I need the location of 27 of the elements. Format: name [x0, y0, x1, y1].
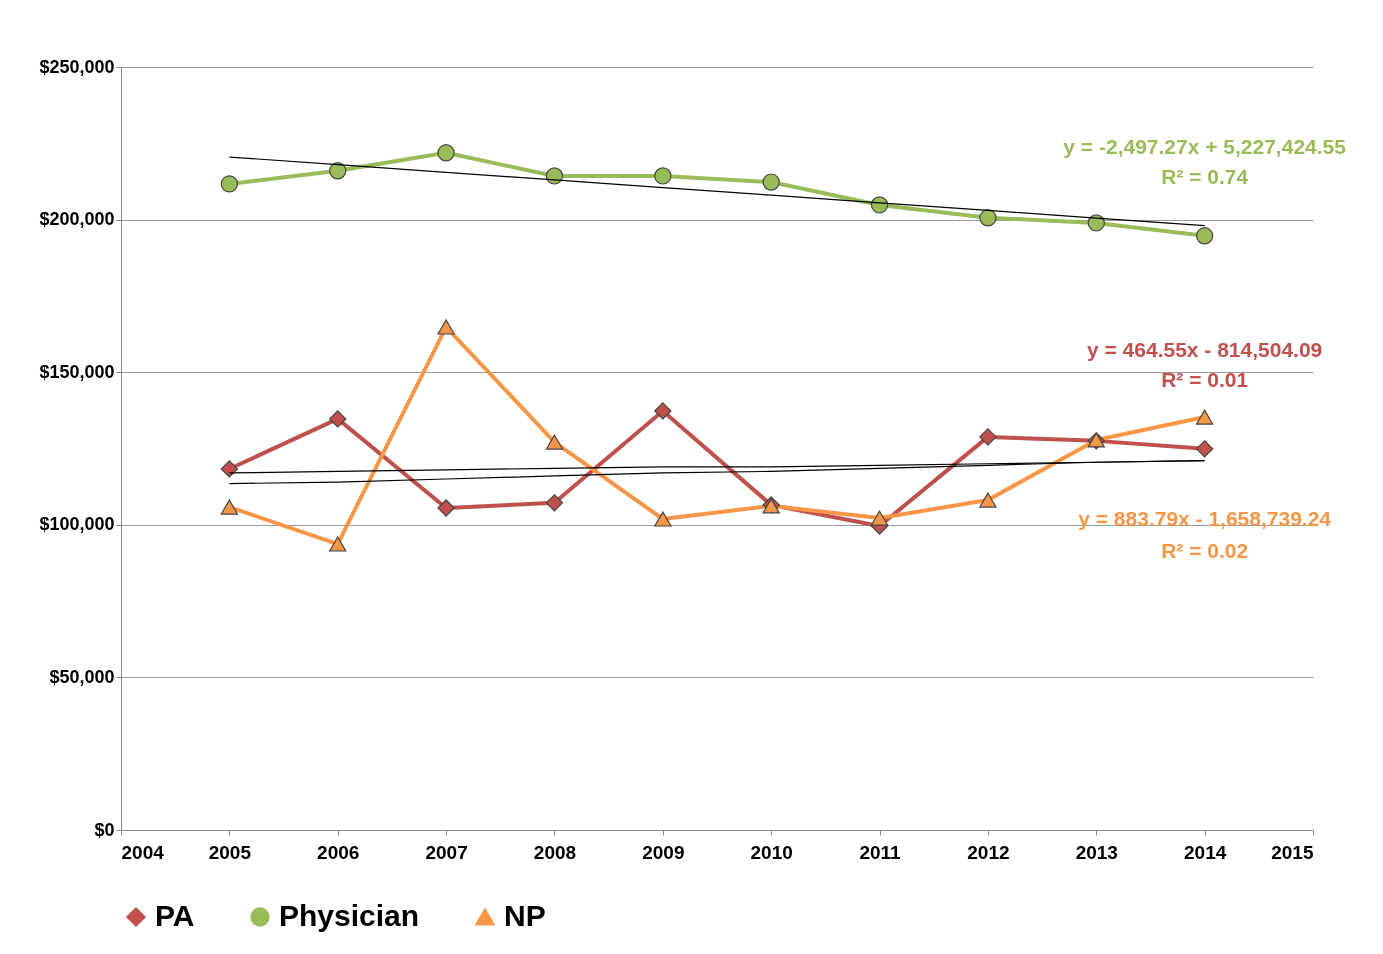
y-tick-label: $100,000 — [39, 514, 115, 535]
x-tick-label: 2014 — [1184, 841, 1227, 863]
legend-label: Physician — [279, 899, 420, 932]
y-tick-label: $0 — [94, 819, 115, 840]
x-tick-label: 2013 — [1075, 841, 1118, 863]
x-tick-label: 2009 — [642, 841, 685, 863]
annotation: y = 883.79x - 1,658,739.24 — [1078, 506, 1332, 530]
y-tick-label: $50,000 — [49, 666, 115, 687]
y-tick-label: $150,000 — [39, 361, 115, 382]
annotation: y = -2,497.27x + 5,227,424.55 — [1063, 134, 1347, 158]
x-tick-label: 2006 — [317, 841, 360, 863]
x-tick-label: 2012 — [967, 841, 1010, 863]
annotation: R² = 0.02 — [1161, 538, 1249, 562]
x-tick-label: 2004 — [121, 841, 165, 863]
annotation: R² = 0.74 — [1161, 164, 1249, 188]
x-tick-label: 2015 — [1271, 841, 1314, 863]
legend-label: PA — [155, 899, 195, 932]
legend-label: NP — [504, 899, 546, 932]
x-tick-label: 2011 — [859, 841, 902, 863]
x-tick-label: 2008 — [533, 841, 577, 863]
y-tick-label: $200,000 — [39, 209, 115, 230]
annotation: y = 464.55x - 814,504.09 — [1086, 337, 1323, 361]
annotation: R² = 0.01 — [1161, 367, 1249, 391]
x-tick-label: 2010 — [750, 841, 793, 863]
x-tick-label: 2007 — [425, 841, 468, 863]
x-tick-label: 2005 — [208, 841, 252, 863]
y-tick-label: $250,000 — [39, 56, 115, 77]
